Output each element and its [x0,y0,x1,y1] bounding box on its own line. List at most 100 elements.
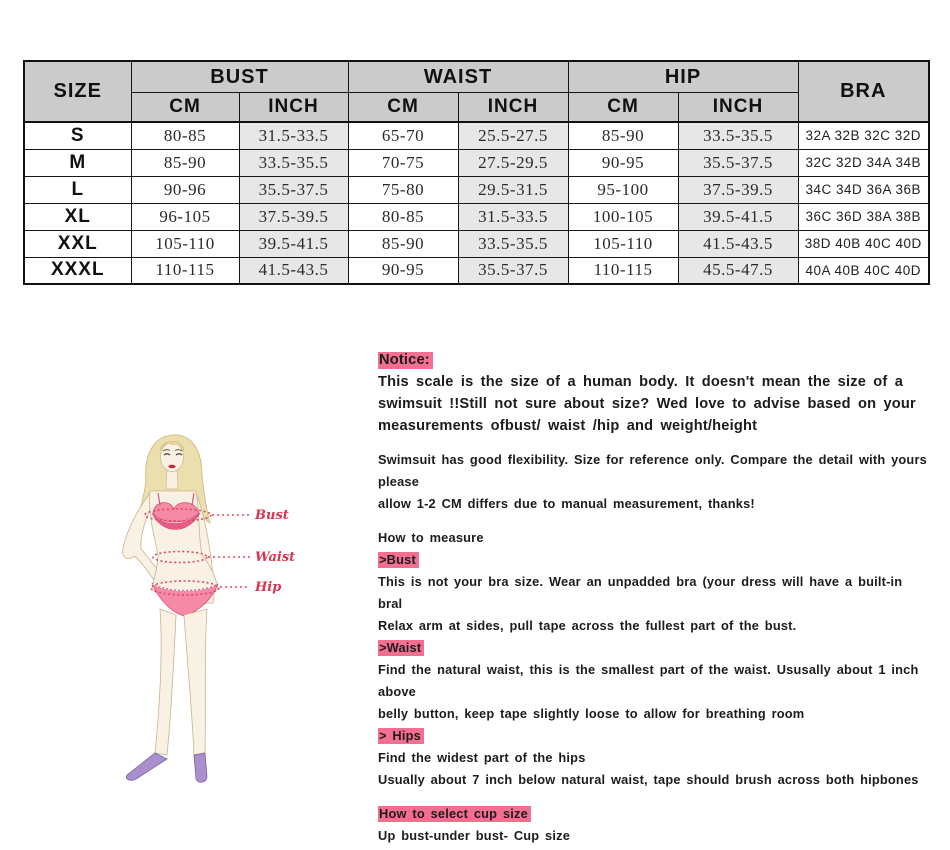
bust-cm-value: 105-110 [130,229,240,258]
bust-label: Bust [254,508,289,523]
col-header-waist: WAIST [347,60,569,93]
hips-instruction-line: Usually about 7 inch below natural waist… [378,772,919,787]
waist-inch-value: 35.5-37.5 [457,256,569,285]
col-header-size: SIZE [23,60,132,123]
table-row-s: S 80-85 31.5-33.5 65-70 25.5-27.5 85-90 … [23,121,930,150]
bra-value: 38D 40B 40C 40D [797,229,930,258]
hip-cm-value: 95-100 [567,175,679,204]
bust-cm-value: 110-115 [130,256,240,285]
hip-inch-value: 39.5-41.5 [677,202,799,231]
hips-tag: > Hips [378,728,424,744]
hip-inch-value: 45.5-47.5 [677,256,799,285]
bust-measure-line [144,508,212,522]
size-label: M [23,148,132,177]
hip-cm-value: 90-95 [567,148,679,177]
waist-cm-value: 90-95 [347,256,459,285]
size-label: XXL [23,229,132,258]
spacer [378,515,930,527]
waist-inch-value: 27.5-29.5 [457,148,569,177]
hip-inch-value: 41.5-43.5 [677,229,799,258]
col-header-waist-cm: CM [347,92,459,123]
figure-bra-cups [152,502,200,523]
hip-label: Hip [254,580,281,595]
col-header-bust-cm: CM [130,92,240,123]
col-header-bra: BRA [797,60,930,123]
table-row-m: M 85-90 33.5-35.5 70-75 27.5-29.5 90-95 … [23,148,930,177]
waist-instruction-line: belly button, keep tape slightly loose t… [378,706,805,721]
figure-bikini-waistband [152,583,218,592]
figure-bikini-bottom [151,582,219,617]
measurement-figure: Bust Waist Hip [110,423,360,823]
waist-cm-value: 70-75 [347,148,459,177]
figure-left-shoe [125,752,168,781]
notice-heading: Notice: [378,352,433,369]
bust-cm-value: 85-90 [130,148,240,177]
waist-measure-line [152,550,208,564]
col-header-bust-inch: INCH [238,92,349,123]
waist-cm-value: 80-85 [347,202,459,231]
waist-inch-value: 25.5-27.5 [457,121,569,150]
cup-size-heading-line: How to select cup size [378,803,930,825]
how-to-measure-heading: How to measure [378,530,484,545]
bra-value: 34C 34D 36A 36B [797,175,930,204]
col-header-bust: BUST [130,60,349,93]
spacer [378,437,930,449]
hip-cm-value: 100-105 [567,202,679,231]
size-chart-table: SIZE BUST WAIST HIP BRA CM INCH CM INCH … [23,60,931,285]
table-row-xxl: XXL 105-110 39.5-41.5 85-90 33.5-35.5 10… [23,229,930,258]
hip-inch-value: 37.5-39.5 [677,175,799,204]
figure-fringe [159,441,185,452]
cup-size-formula-line: Up bust-under bust- Cup size [378,828,571,843]
bra-value: 32A 32B 32C 32D [797,121,930,150]
hip-cm-value: 110-115 [567,256,679,285]
notice-paragraph-line: measurements ofbust/ waist /hip and weig… [378,418,758,434]
waist-instruction-line: Find the natural waist, this is the smal… [378,662,919,699]
flexibility-note-line: Swimsuit has good flexibility. Size for … [378,452,927,489]
waist-label: Waist [255,550,295,565]
bra-value: 32C 32D 34A 34B [797,148,930,177]
size-label: XXXL [23,256,132,285]
waist-inch-value: 29.5-31.5 [457,175,569,204]
figure-left-leg [154,608,177,756]
bust-instruction-line: Relax arm at sides, pull tape across the… [378,618,797,633]
figure-illustration: Bust Waist Hip [122,434,295,783]
waist-tag-line: >Waist [378,637,930,659]
size-label: L [23,175,132,204]
bra-value: 36C 36D 38A 38B [797,202,930,231]
hips-instruction-line: Find the widest part of the hips [378,750,586,765]
bust-cm-value: 90-96 [130,175,240,204]
col-header-hip-inch: INCH [677,92,799,123]
figure-neck [165,468,179,490]
hip-measure-line [150,580,220,596]
figure-lips [168,464,176,469]
spacer [378,791,930,803]
flexibility-note-line: allow 1-2 CM differs due to manual measu… [378,496,755,511]
bust-tag: >Bust [378,552,419,568]
bra-value: 40A 40B 40C 40D [797,256,930,285]
table-row-xl: XL 96-105 37.5-39.5 80-85 31.5-33.5 100-… [23,202,930,231]
table-row-xxxl: XXXL 110-115 41.5-43.5 90-95 35.5-37.5 1… [23,256,930,285]
bust-tag-line: >Bust [378,549,930,571]
col-header-hip-cm: CM [567,92,679,123]
hip-inch-value: 33.5-35.5 [677,121,799,150]
bust-cm-value: 96-105 [130,202,240,231]
bust-inch-value: 39.5-41.5 [238,229,349,258]
bust-inch-value: 37.5-39.5 [238,202,349,231]
bust-inch-value: 35.5-37.5 [238,175,349,204]
notice-section: Notice: This scale is the size of a huma… [378,349,930,850]
col-header-hip: HIP [567,60,799,93]
figure-right-shoe [193,752,208,783]
waist-inch-value: 31.5-33.5 [457,202,569,231]
bust-inch-value: 31.5-33.5 [238,121,349,150]
cup-size-heading: How to select cup size [378,806,531,822]
hip-inch-value: 35.5-37.5 [677,148,799,177]
notice-paragraph-line: swimsuit !!Still not sure about size? We… [378,396,916,412]
hips-tag-line: > Hips [378,725,930,747]
waist-tag: >Waist [378,640,425,656]
col-header-waist-inch: INCH [457,92,569,123]
hip-cm-value: 105-110 [567,229,679,258]
bust-inch-value: 33.5-35.5 [238,148,349,177]
waist-inch-value: 33.5-35.5 [457,229,569,258]
bust-instruction-line: This is not your bra size. Wear an unpad… [378,574,903,611]
